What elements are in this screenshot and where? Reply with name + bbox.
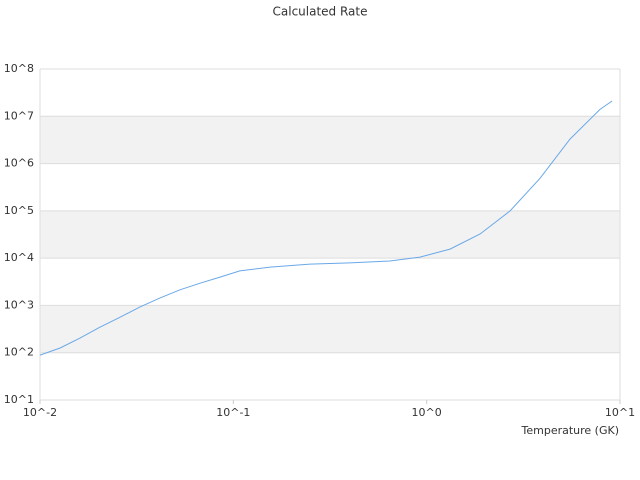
x-tick-label: 10^1 [605,406,635,419]
x-axis-label: Temperature (GK) [521,424,620,437]
chart-title: Calculated Rate [273,5,368,19]
y-tick-label: 10^3 [4,298,34,311]
y-tick-label: 10^4 [4,251,34,264]
y-tick-label: 10^6 [4,157,34,170]
grid-band [40,305,620,353]
data-line [39,100,613,356]
grid-band [40,210,620,259]
y-tick-label: 10^8 [4,62,34,75]
grid-band [40,116,620,164]
y-tick-label: 10^7 [4,109,34,122]
y-tick-label: 10^1 [4,393,34,406]
x-tick-label: 10^-2 [23,406,57,419]
x-tick-label: 10^0 [412,406,442,419]
y-tick-label: 10^5 [4,204,34,217]
x-tick-label: 10^-1 [216,406,250,419]
y-tick-label: 10^2 [4,346,34,359]
